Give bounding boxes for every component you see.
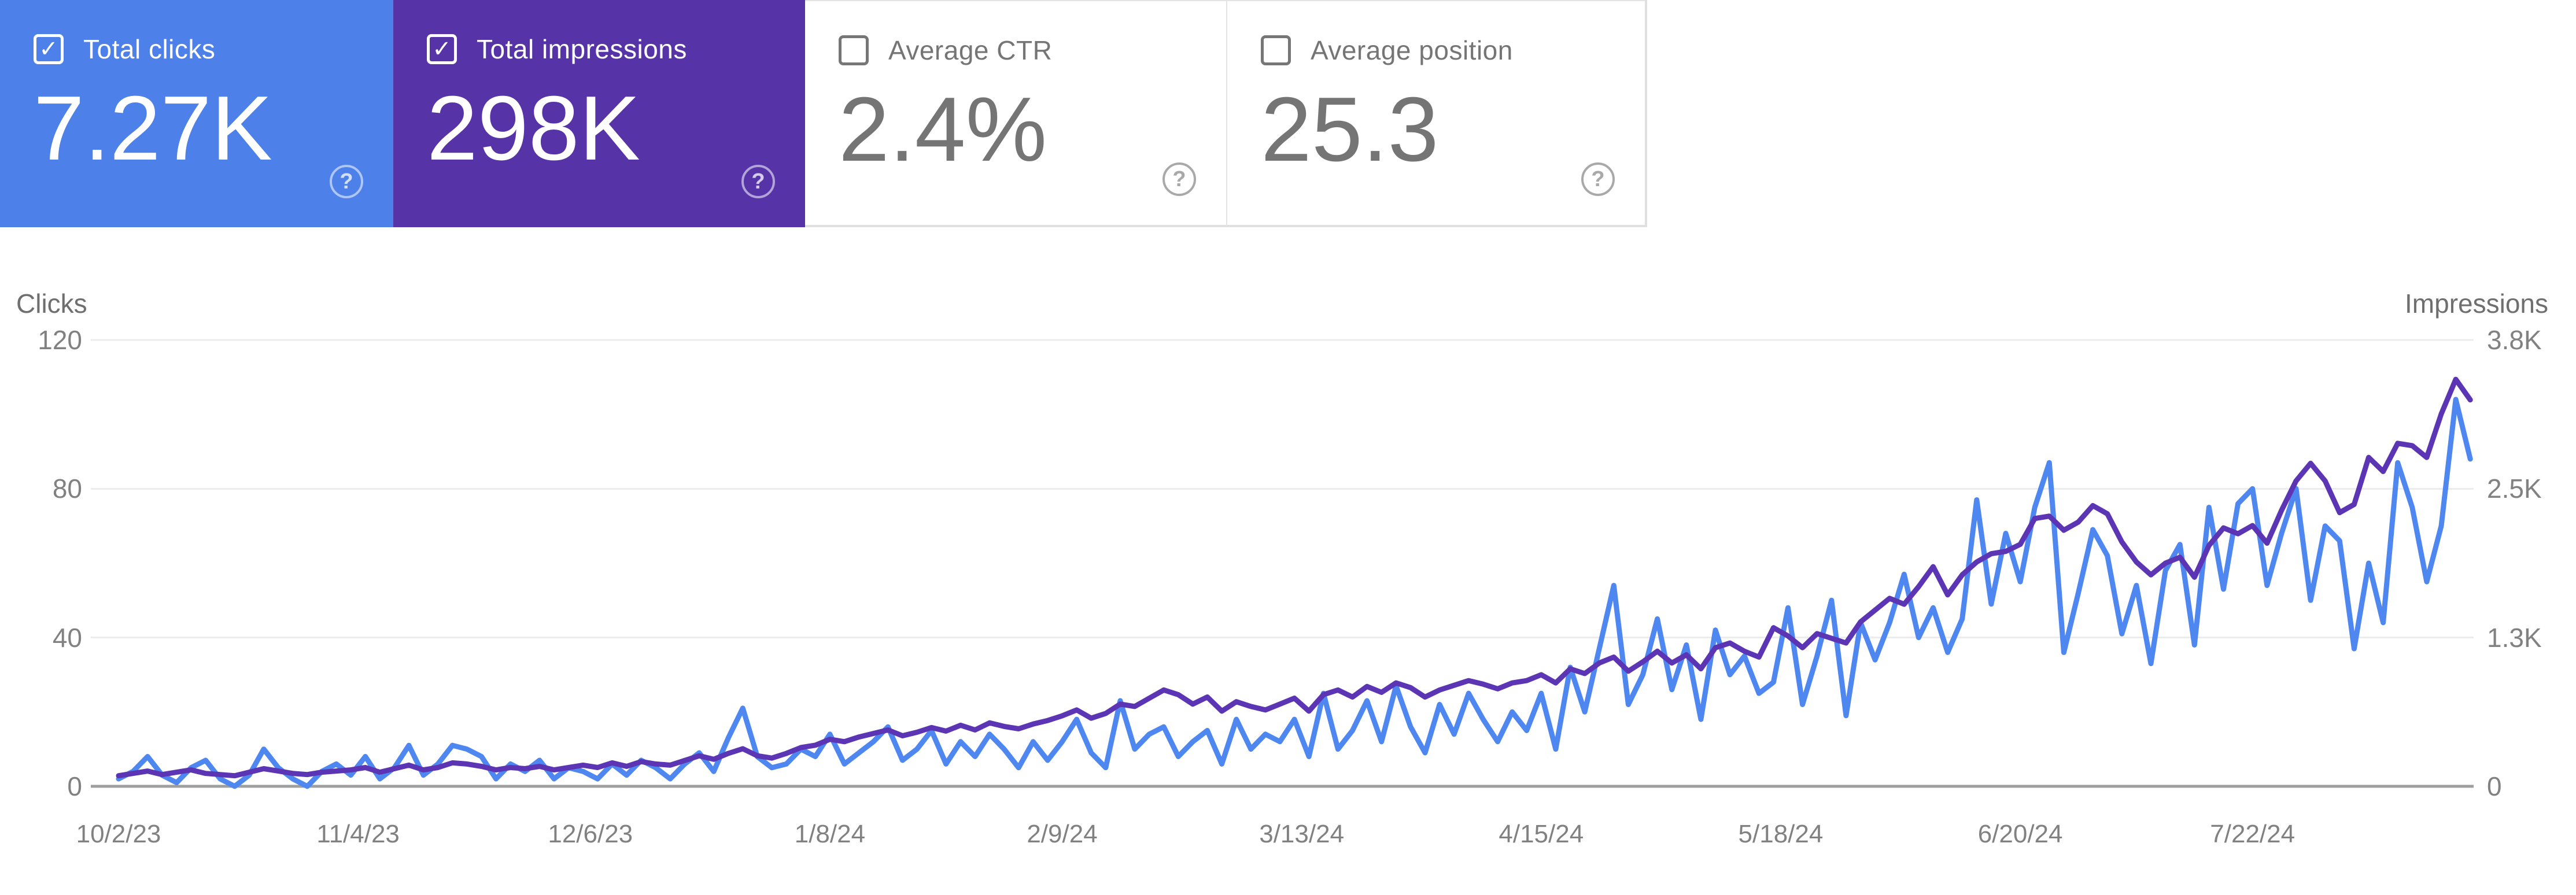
- check-icon: ✓: [432, 36, 452, 62]
- metric-cards: ✓ Total clicks 7.27K ? ✓ Total impressio…: [0, 0, 1647, 227]
- question-mark: ?: [1591, 167, 1605, 191]
- x-axis-date-label: 11/4/23: [316, 820, 400, 848]
- checkbox-total-impressions[interactable]: ✓: [427, 34, 457, 64]
- card-total-impressions[interactable]: ✓ Total impressions 298K ?: [393, 0, 805, 227]
- x-axis-date-label: 4/15/24: [1499, 820, 1584, 848]
- checkbox-total-clicks[interactable]: ✓: [34, 34, 64, 64]
- left-axis-tick: 80: [52, 474, 82, 504]
- checkbox-average-position[interactable]: [1261, 35, 1291, 65]
- x-axis-date-label: 12/6/23: [548, 820, 633, 848]
- card-label: Total clicks: [83, 34, 216, 64]
- check-icon: ✓: [39, 36, 58, 62]
- checkbox-average-ctr[interactable]: [839, 35, 869, 65]
- card-average-ctr[interactable]: Average CTR 2.4% ?: [805, 0, 1226, 227]
- left-axis-title: Clicks: [16, 289, 87, 319]
- card-label: Total impressions: [477, 34, 687, 64]
- card-average-position[interactable]: Average position 25.3 ?: [1226, 0, 1647, 227]
- right-axis-tick: 0: [2487, 771, 2502, 801]
- x-axis-date-label: 1/8/24: [794, 820, 866, 848]
- right-axis-tick: 3.8K: [2487, 325, 2542, 355]
- question-mark: ?: [339, 169, 353, 194]
- x-axis-date-label: 10/2/23: [76, 820, 161, 848]
- x-axis-date-label: 7/22/24: [2210, 820, 2295, 848]
- right-axis-tick: 1.3K: [2487, 622, 2542, 653]
- x-axis-date-label: 6/20/24: [1977, 820, 2063, 848]
- question-mark: ?: [751, 169, 765, 194]
- question-mark: ?: [1172, 167, 1186, 191]
- right-axis-title: Impressions: [2405, 289, 2548, 319]
- average-ctr-value: 2.4%: [839, 79, 1047, 180]
- average-position-value: 25.3: [1261, 79, 1439, 180]
- help-icon[interactable]: ?: [1162, 162, 1196, 196]
- card-label: Average position: [1311, 35, 1513, 65]
- right-axis-tick: 2.5K: [2487, 474, 2542, 504]
- help-icon[interactable]: ?: [330, 165, 363, 198]
- total-impressions-value: 298K: [427, 77, 641, 179]
- card-total-clicks[interactable]: ✓ Total clicks 7.27K ?: [0, 0, 393, 227]
- left-axis-tick: 40: [52, 622, 82, 653]
- x-axis-date-label: 2/9/24: [1027, 820, 1098, 848]
- x-axis-date-label: 3/13/24: [1259, 820, 1345, 848]
- clicks-line[interactable]: [116, 397, 2473, 789]
- help-icon[interactable]: ?: [741, 165, 775, 198]
- left-axis-tick: 120: [38, 325, 82, 355]
- left-axis-tick: 0: [67, 771, 82, 801]
- x-axis-date-label: 5/18/24: [1738, 820, 1824, 848]
- total-clicks-value: 7.27K: [34, 77, 272, 179]
- impressions-line[interactable]: [116, 376, 2473, 779]
- help-icon[interactable]: ?: [1581, 162, 1615, 196]
- card-label: Average CTR: [888, 35, 1053, 65]
